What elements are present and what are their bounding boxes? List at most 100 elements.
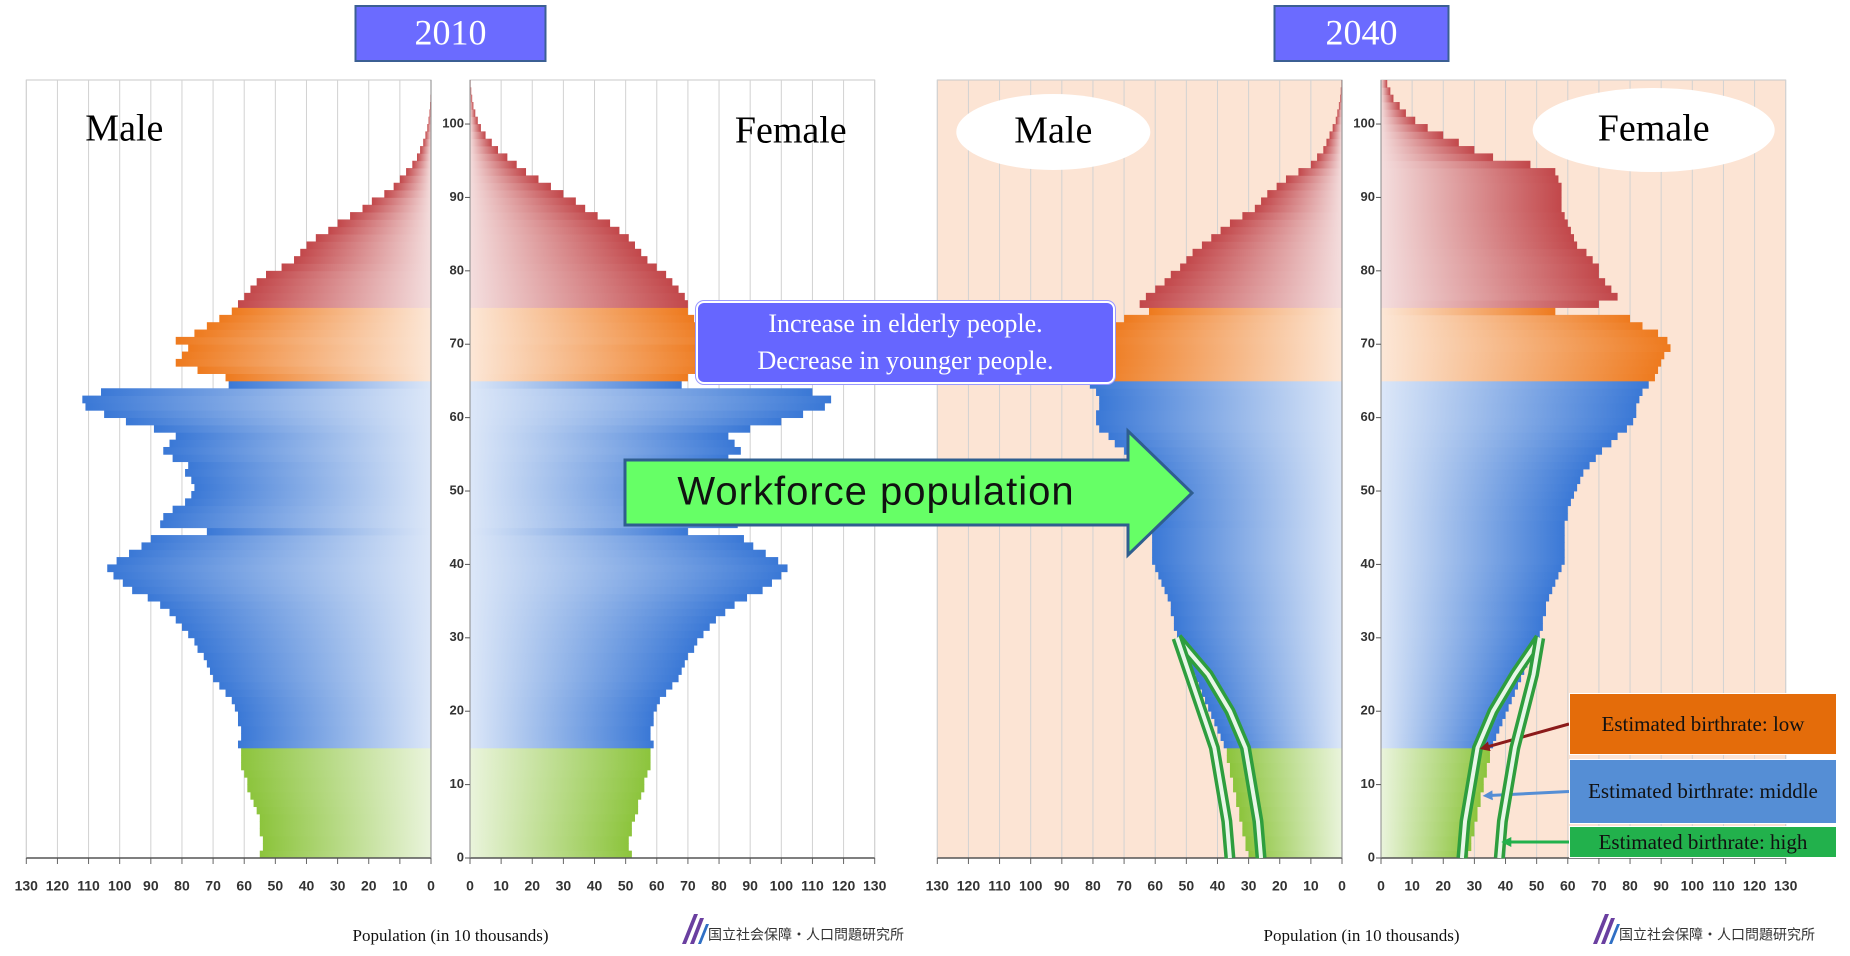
bar: [1242, 821, 1342, 830]
x-tick-label: 90: [1054, 878, 1070, 894]
bar: [470, 491, 710, 499]
bar: [1298, 168, 1342, 176]
bar: [470, 131, 486, 140]
bar: [231, 696, 431, 705]
bar: [281, 263, 431, 272]
bar: [470, 586, 763, 595]
logo-icon: [682, 914, 704, 944]
bar: [1381, 505, 1568, 514]
bar: [470, 725, 651, 734]
bar: [1226, 755, 1342, 763]
bar: [1381, 645, 1534, 653]
bar: [1164, 586, 1342, 595]
bar: [1381, 307, 1556, 316]
x-tick-label: 50: [618, 878, 634, 894]
bar: [470, 380, 682, 389]
bar: [1381, 513, 1568, 521]
variant-line-highlight: [1459, 636, 1542, 859]
bar: [470, 336, 720, 345]
x-tick-label: 120: [957, 878, 981, 894]
bar: [228, 380, 431, 389]
bar: [470, 270, 667, 279]
bar: [470, 579, 772, 587]
x-tick-label: 40: [1498, 878, 1514, 894]
x-tick-label: 130: [863, 878, 887, 894]
bar: [241, 733, 431, 741]
y-tick-label: 50: [450, 482, 464, 497]
x-tick-label: 90: [742, 878, 758, 894]
bar: [1381, 711, 1506, 719]
x-tick-label: 70: [1116, 878, 1132, 894]
bar: [209, 667, 431, 675]
bar: [1381, 623, 1543, 631]
bar: [1381, 491, 1575, 499]
bar: [470, 87, 472, 96]
bar: [1332, 124, 1342, 132]
legend-entry: Estimated birthrate: high: [1569, 826, 1837, 858]
bar: [384, 190, 431, 198]
bar: [1381, 843, 1472, 852]
bar: [328, 226, 431, 235]
bar: [1381, 344, 1671, 352]
x-tick-label: 70: [205, 878, 221, 894]
bar: [194, 329, 431, 338]
bar: [1152, 535, 1342, 543]
bar: [470, 432, 729, 441]
bar: [1211, 234, 1342, 242]
bar: [470, 791, 642, 800]
x-tick-label: 100: [108, 878, 132, 894]
bar: [1381, 718, 1503, 727]
bar: [1381, 432, 1618, 441]
bar: [1124, 314, 1342, 323]
bar: [1381, 80, 1388, 88]
bar: [1092, 373, 1342, 382]
y-tick-label: 10: [450, 776, 464, 791]
bar: [237, 718, 431, 727]
bar: [163, 446, 431, 455]
bar: [1381, 292, 1618, 301]
bar: [1096, 388, 1342, 397]
annotation-line: Increase in elderly people.: [768, 309, 1043, 339]
bar: [1381, 278, 1606, 286]
bar: [206, 527, 431, 536]
bar: [1381, 469, 1584, 477]
bar: [181, 623, 431, 631]
y-tick-label: 0: [1368, 849, 1375, 864]
bar: [1099, 358, 1342, 367]
bar: [1381, 762, 1487, 771]
y-tick-label: 20: [450, 703, 464, 718]
bar: [1326, 138, 1342, 147]
bar: [470, 652, 688, 661]
x-tick-label: 30: [556, 878, 572, 894]
x-tick-label: 0: [466, 878, 474, 894]
bar: [1381, 263, 1599, 272]
bar: [470, 219, 611, 228]
bar: [470, 689, 667, 697]
bar: [1381, 784, 1484, 793]
bar: [1192, 667, 1342, 675]
bar: [1170, 270, 1342, 279]
bar: [1170, 601, 1342, 609]
bar: [1195, 674, 1342, 683]
x-tick-label: 120: [832, 878, 856, 894]
bar: [1381, 197, 1562, 206]
bar: [1148, 491, 1342, 499]
bar: [1381, 153, 1494, 162]
bar: [470, 696, 660, 705]
bar: [470, 388, 813, 397]
y-tick-label: 100: [1353, 115, 1375, 130]
bar: [194, 483, 431, 492]
bar: [1381, 637, 1537, 646]
bar: [82, 395, 431, 404]
bar: [1158, 571, 1342, 580]
bar: [1099, 424, 1342, 433]
x-tick-label: 50: [268, 878, 284, 894]
bar: [237, 740, 431, 749]
x-axis-label: Population (in 10 thousands): [353, 926, 549, 945]
x-tick-label: 0: [1338, 878, 1346, 894]
bar: [470, 410, 804, 419]
bar: [1152, 542, 1342, 551]
bar: [175, 432, 431, 441]
bar: [470, 322, 704, 330]
bar: [470, 212, 598, 220]
